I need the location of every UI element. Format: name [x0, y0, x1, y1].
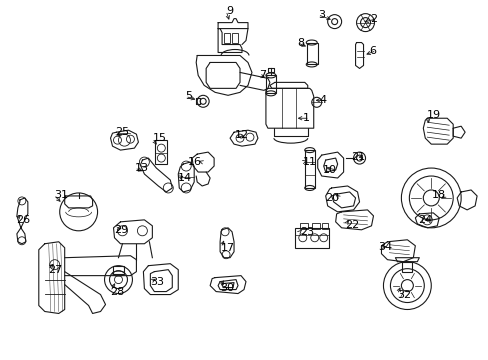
- Text: 29: 29: [114, 225, 128, 235]
- Text: 4: 4: [319, 95, 326, 105]
- Text: 13: 13: [134, 163, 148, 173]
- Text: 5: 5: [185, 91, 192, 101]
- Text: 27: 27: [48, 265, 62, 275]
- Text: 24: 24: [417, 215, 431, 225]
- Text: 7: 7: [259, 71, 265, 80]
- Bar: [224, 32, 229, 42]
- Text: 20: 20: [325, 193, 339, 203]
- Bar: [299, 223, 307, 229]
- Text: 6: 6: [369, 45, 376, 55]
- Bar: [294, 228, 328, 248]
- Bar: [265, 75, 275, 93]
- Text: 34: 34: [378, 242, 392, 252]
- Text: 28: 28: [110, 287, 124, 297]
- Text: 3: 3: [317, 10, 324, 20]
- Text: 32: 32: [397, 289, 411, 300]
- Text: 19: 19: [427, 110, 441, 120]
- Text: 8: 8: [296, 37, 304, 48]
- Bar: [232, 32, 238, 42]
- Bar: [311, 223, 319, 229]
- Bar: [321, 223, 327, 229]
- Bar: [304, 150, 314, 188]
- Text: 16: 16: [188, 157, 202, 167]
- Text: 12: 12: [235, 130, 249, 140]
- Text: 1: 1: [302, 113, 309, 123]
- Text: 11: 11: [302, 157, 316, 167]
- Text: 9: 9: [225, 6, 233, 15]
- Bar: [155, 140, 167, 164]
- Text: 33: 33: [150, 276, 164, 287]
- Text: 31: 31: [54, 190, 68, 200]
- Text: 25: 25: [115, 127, 129, 137]
- Bar: [112, 266, 124, 274]
- Text: 26: 26: [16, 215, 30, 225]
- Text: 14: 14: [178, 173, 192, 183]
- Bar: [402, 262, 411, 272]
- Text: 18: 18: [431, 190, 446, 200]
- Text: 30: 30: [220, 283, 234, 293]
- Text: 21: 21: [351, 152, 365, 162]
- Bar: [306, 42, 317, 64]
- Text: 22: 22: [345, 220, 359, 230]
- Text: 17: 17: [221, 243, 235, 253]
- Text: 15: 15: [152, 133, 166, 143]
- Text: 10: 10: [322, 165, 336, 175]
- Text: 2: 2: [369, 14, 377, 24]
- Text: 23: 23: [299, 227, 313, 237]
